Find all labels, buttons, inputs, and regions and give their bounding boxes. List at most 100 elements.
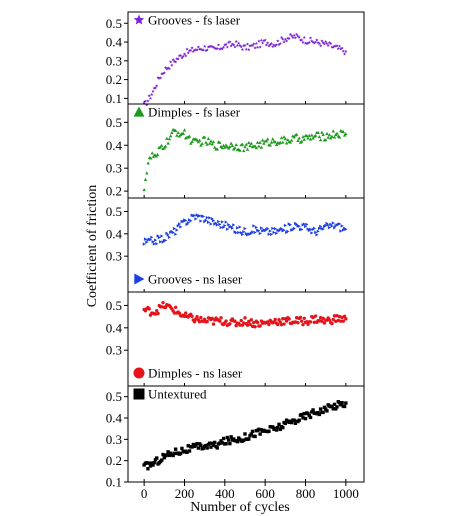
data-point [171,230,175,235]
data-point [230,143,235,147]
data-point [267,429,271,433]
data-point [174,60,178,64]
data-point [324,39,328,43]
data-point [253,230,257,235]
legend-marker [133,14,145,25]
data-point [282,40,286,44]
data-point [302,137,306,141]
data-point [262,141,266,145]
data-point [258,231,262,236]
legend-dimples-ns-laser: Dimples - ns laser [133,366,243,381]
data-point [145,103,149,107]
data-point [327,318,332,322]
data-point [155,152,160,157]
legend-grooves-fs-laser: Grooves - fs laser [133,13,241,28]
data-point [287,317,291,321]
data-point [284,39,289,43]
data-point [264,43,269,47]
data-point [205,319,209,324]
data-point [152,242,156,246]
data-point [295,32,299,36]
data-point [305,222,309,227]
data-point [209,222,213,226]
data-point [325,131,329,135]
data-point [322,321,327,325]
data-point [300,139,304,143]
data-point [155,242,159,246]
panel-grooves-fs-laser: 0.1 0.2 0.3 0.4 0.5 Grooves - fs laser [106,11,365,107]
data-point [340,46,344,50]
data-point [177,222,182,226]
data-point [184,218,188,223]
data-point [313,40,318,44]
data-point [339,47,343,51]
data-point [248,143,252,148]
data-point [234,142,238,147]
data-point [153,86,158,90]
data-point [289,138,294,142]
data-point [220,47,224,51]
data-point [232,223,236,227]
data-point [335,131,339,135]
data-point [219,225,223,230]
data-point [172,311,177,315]
data-point [331,129,335,133]
data-point [266,41,270,45]
data-point [283,37,287,41]
data-point [208,216,212,220]
data-point [329,222,333,226]
data-point [250,429,255,434]
data-point [341,228,346,232]
data-point [278,140,282,144]
data-point [243,145,247,149]
data-point [296,321,300,325]
data-point [281,317,285,321]
legend-dimples-fs-laser: Dimples - fs laser [133,105,241,120]
data-point [164,238,168,243]
data-point [221,45,226,49]
data-point [318,407,323,411]
data-point [189,141,193,145]
data-point [297,136,301,140]
data-point [267,44,271,48]
data-point [218,47,222,51]
data-point [245,42,250,46]
data-point [344,227,348,232]
data-point [331,221,335,225]
data-point [286,138,290,142]
data-point [331,317,335,322]
data-point [321,41,325,45]
data-point [157,235,161,240]
data-point [167,235,172,240]
data-point [151,154,156,158]
data-point [151,89,155,93]
data-point [182,52,187,56]
data-point [228,144,232,149]
data-point [244,142,248,146]
data-point [185,222,189,227]
data-point [311,315,315,320]
data-point [304,224,308,229]
data-point [317,134,322,139]
data-point [301,322,305,327]
data-point [245,147,250,151]
data-point [205,446,209,450]
data-point [145,171,149,175]
data-point [342,404,347,409]
data-point [201,214,206,219]
data-point [323,138,328,142]
data-point [340,400,344,405]
data-point [209,139,213,143]
data-point [265,137,270,141]
data-point [155,456,159,460]
data-point [310,231,314,235]
data-point [238,225,242,229]
data-point [186,221,190,225]
y-tick-label: 0.3 [106,161,122,176]
data-point [205,215,209,220]
data-point [182,314,187,319]
data-point [254,146,259,150]
data-point [145,240,149,244]
data-point [261,41,265,45]
data-point [259,226,264,230]
